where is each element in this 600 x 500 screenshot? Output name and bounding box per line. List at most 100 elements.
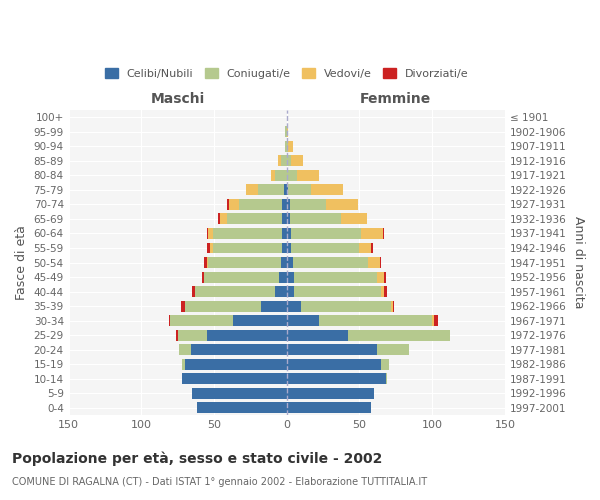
Y-axis label: Anni di nascita: Anni di nascita <box>572 216 585 309</box>
Bar <box>287 286 294 297</box>
Bar <box>283 242 287 254</box>
Bar <box>208 228 212 239</box>
Bar <box>204 257 207 268</box>
Bar <box>381 286 384 297</box>
Bar <box>384 272 386 282</box>
Bar <box>287 214 290 224</box>
Bar <box>287 141 288 152</box>
Bar <box>233 315 287 326</box>
Bar <box>257 184 284 196</box>
Bar <box>291 228 361 239</box>
Bar <box>287 344 377 355</box>
Bar <box>260 300 287 312</box>
Bar <box>285 141 287 152</box>
Bar <box>288 184 311 196</box>
Bar <box>287 170 297 181</box>
Bar <box>297 170 319 181</box>
Bar <box>434 315 438 326</box>
Bar <box>204 272 280 282</box>
Bar <box>383 228 384 239</box>
Bar <box>195 286 275 297</box>
Bar <box>287 315 319 326</box>
Y-axis label: Fasce di età: Fasce di età <box>15 225 28 300</box>
Bar <box>271 170 275 181</box>
Bar <box>326 199 358 210</box>
Bar <box>341 214 367 224</box>
Bar <box>380 257 381 268</box>
Bar <box>287 374 386 384</box>
Bar <box>275 286 287 297</box>
Bar <box>181 300 185 312</box>
Bar <box>391 300 393 312</box>
Bar <box>290 199 326 210</box>
Bar <box>197 402 287 413</box>
Bar <box>229 199 239 210</box>
Bar <box>182 359 185 370</box>
Bar <box>227 199 229 210</box>
Bar <box>283 228 287 239</box>
Bar <box>179 344 191 355</box>
Bar <box>348 330 449 340</box>
Bar <box>182 374 287 384</box>
Bar <box>246 184 257 196</box>
Bar <box>207 228 208 239</box>
Bar <box>371 242 373 254</box>
Bar <box>284 184 287 196</box>
Bar <box>208 257 281 268</box>
Legend: Celibi/Nubili, Coniugati/e, Vedovi/e, Divorziati/e: Celibi/Nubili, Coniugati/e, Vedovi/e, Di… <box>100 64 473 83</box>
Bar <box>393 300 394 312</box>
Bar <box>287 402 371 413</box>
Bar <box>185 300 260 312</box>
Bar <box>290 214 341 224</box>
Bar <box>288 141 293 152</box>
Bar <box>386 374 387 384</box>
Bar <box>212 242 283 254</box>
Bar <box>287 156 291 166</box>
Bar <box>281 156 287 166</box>
Text: COMUNE DI RAGALNA (CT) - Dati ISTAT 1° gennaio 2002 - Elaborazione TUTTITALIA.IT: COMUNE DI RAGALNA (CT) - Dati ISTAT 1° g… <box>12 477 427 487</box>
Bar <box>384 286 387 297</box>
Bar <box>287 272 294 282</box>
Bar <box>207 257 208 268</box>
Bar <box>169 315 170 326</box>
Bar <box>287 126 288 137</box>
Bar <box>202 272 204 282</box>
Bar <box>287 300 301 312</box>
Bar <box>218 214 220 224</box>
Bar <box>192 286 195 297</box>
Bar <box>178 330 207 340</box>
Bar <box>227 214 283 224</box>
Bar <box>287 330 348 340</box>
Bar <box>361 228 383 239</box>
Bar <box>311 184 343 196</box>
Bar <box>285 126 287 137</box>
Bar <box>207 242 209 254</box>
Bar <box>280 272 287 282</box>
Bar <box>239 199 283 210</box>
Bar <box>291 156 303 166</box>
Bar <box>287 257 293 268</box>
Bar <box>287 228 291 239</box>
Bar <box>275 170 287 181</box>
Bar <box>294 286 381 297</box>
Text: Maschi: Maschi <box>151 92 205 106</box>
Bar <box>283 214 287 224</box>
Bar <box>359 242 371 254</box>
Bar <box>294 272 377 282</box>
Bar <box>212 228 283 239</box>
Bar <box>377 344 409 355</box>
Bar <box>220 214 227 224</box>
Bar <box>176 330 178 340</box>
Bar <box>287 184 288 196</box>
Bar <box>281 257 287 268</box>
Bar <box>287 388 374 399</box>
Bar <box>191 344 287 355</box>
Bar <box>291 242 359 254</box>
Bar <box>209 242 212 254</box>
Bar <box>301 300 391 312</box>
Bar <box>293 257 368 268</box>
Bar <box>432 315 434 326</box>
Bar <box>377 272 384 282</box>
Bar <box>287 242 291 254</box>
Bar <box>170 315 233 326</box>
